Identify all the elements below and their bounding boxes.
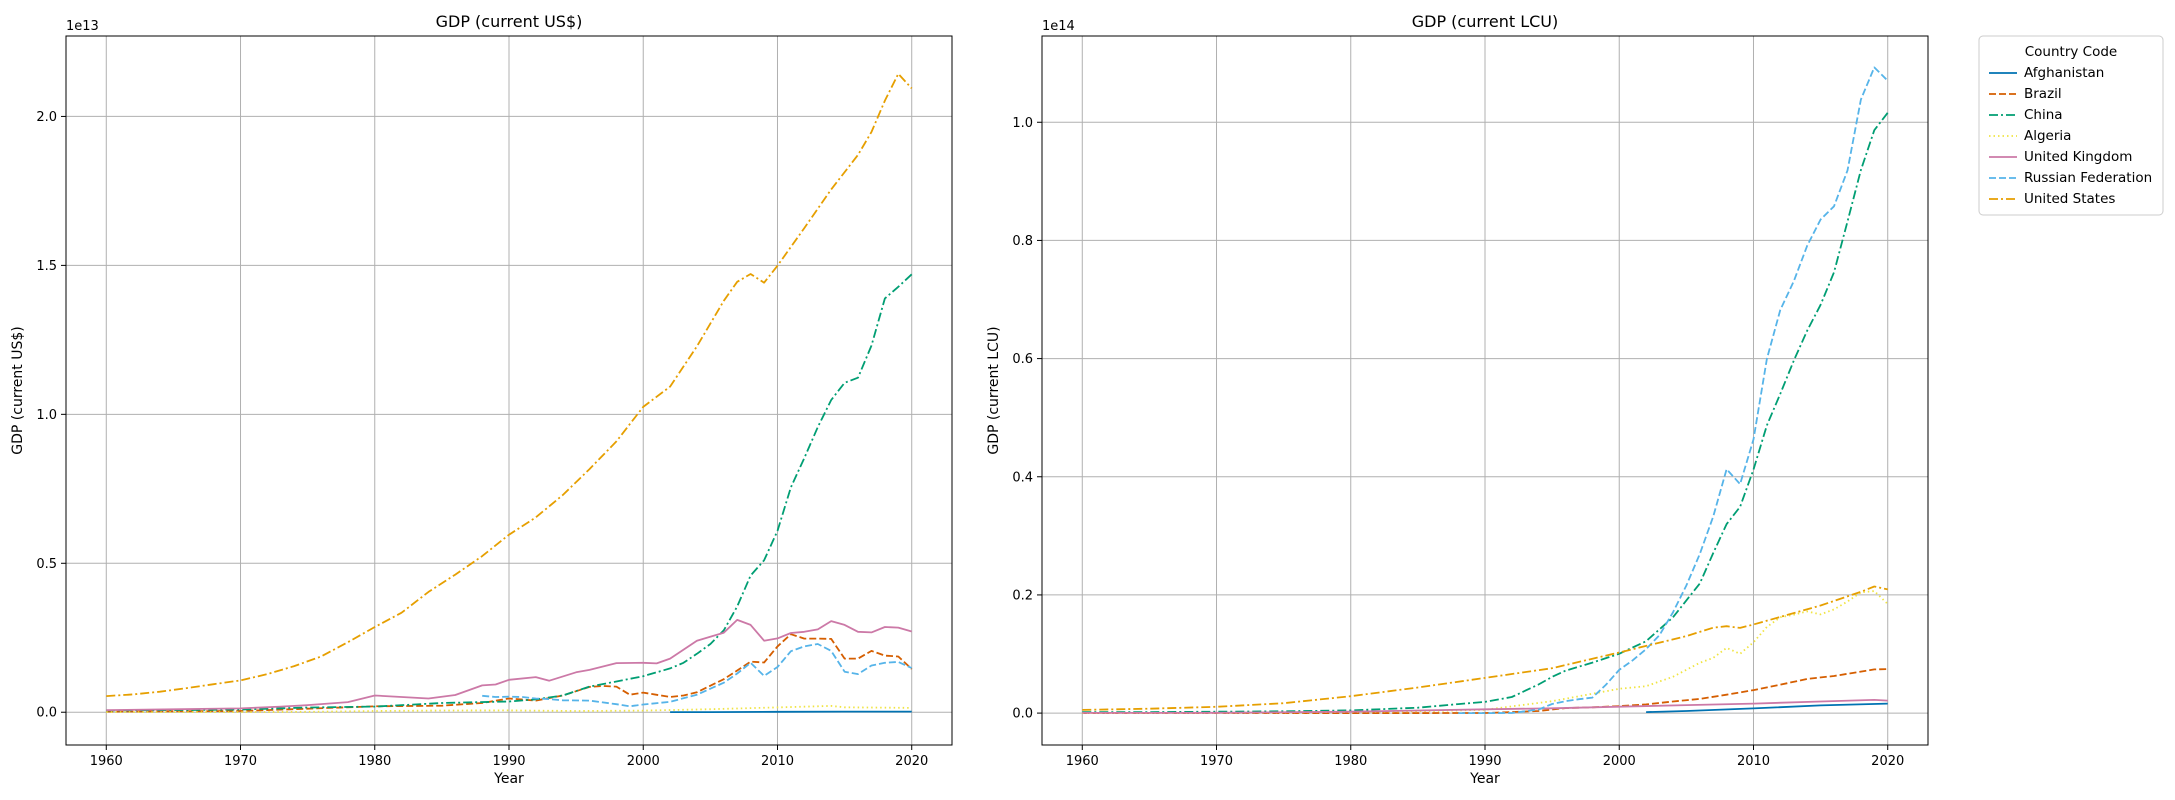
chart-gdp-lcu: 1960 1970 1980 1990 2000 2010 2020 0.0 0.2 0.4 0.6… (986, 12, 1929, 787)
y-tick-label: 1.0 (1012, 116, 1033, 131)
x-tick-label: 1970 (224, 754, 257, 769)
y-tick-label: 0.5 (36, 557, 57, 572)
legend-entry: China (2024, 107, 2063, 123)
series-line-united-kingdom (106, 619, 912, 711)
legend-entry: United Kingdom (2024, 149, 2132, 165)
series-line-algeria (106, 705, 912, 713)
y-axis-label: GDP (current US$) (10, 326, 26, 454)
legend-entry: United States (2024, 191, 2115, 207)
x-tick-label: 2010 (1737, 754, 1770, 769)
chart-gdp-usd: 1960 1970 1980 1990 2000 2010 2020 0.0 0.5 1.0 1.5… (10, 12, 953, 787)
y-tick-label: 1.5 (36, 259, 57, 274)
x-tick-label: 1980 (1334, 754, 1367, 769)
x-axis-label: Year (493, 771, 524, 787)
series-line-united-states (1082, 585, 1888, 711)
legend-entry: Algeria (2024, 128, 2071, 144)
x-tick-label: 2020 (895, 754, 928, 769)
legend: Country Code Afghanistan Brazil China Algeri… (1978, 35, 2164, 216)
series-group (106, 72, 913, 713)
x-tick-label: 1990 (1468, 754, 1501, 769)
y-tick-label: 0.8 (1012, 234, 1033, 249)
series-line-china (1082, 112, 1889, 714)
chart-title: GDP (current US$) (436, 12, 583, 31)
legend-entry: Brazil (2024, 86, 2062, 102)
x-tick-label: 1960 (90, 754, 123, 769)
grid (66, 36, 952, 745)
y-tick-label: 0.0 (36, 706, 57, 721)
x-tick-label: 2020 (1871, 754, 1904, 769)
x-tick-label: 1980 (358, 754, 391, 769)
legend-entry: Russian Federation (2024, 170, 2152, 186)
series-line-united-states (106, 72, 913, 697)
y-axis-label: GDP (current LCU) (986, 326, 1002, 454)
legend-box (1978, 35, 2164, 216)
series-line-brazil (106, 633, 913, 713)
x-tick-label: 2000 (1603, 754, 1636, 769)
x-tick-label: 1970 (1200, 754, 1233, 769)
series-line-china (106, 273, 913, 712)
y-tick-label: 1.0 (36, 408, 57, 423)
series-group (1082, 66, 1889, 714)
series-line-afghanistan (1646, 702, 1888, 713)
x-tick-label: 2000 (627, 754, 660, 769)
y-scale-label: 1e14 (1042, 19, 1075, 34)
y-tick-label: 0.2 (1012, 588, 1033, 603)
series-line-united-kingdom (1082, 699, 1888, 714)
series-line-russian-federation (1458, 66, 1889, 714)
chart-title: GDP (current LCU) (1412, 12, 1559, 31)
series-line-russian-federation (482, 643, 913, 708)
y-tick-label: 0.4 (1012, 470, 1033, 485)
x-axis-label: Year (1469, 771, 1500, 787)
legend-entry: Afghanistan (2024, 65, 2104, 81)
x-tick-label: 2010 (761, 754, 794, 769)
y-tick-label: 2.0 (36, 110, 57, 125)
x-tick-label: 1990 (492, 754, 525, 769)
y-tick-label: 0.0 (1012, 707, 1033, 722)
legend-title: Country Code (2025, 44, 2117, 60)
x-tick-label: 1960 (1066, 754, 1099, 769)
series-line-afghanistan (670, 710, 912, 713)
grid (1042, 36, 1928, 745)
y-scale-label: 1e13 (66, 19, 99, 34)
y-tick-label: 0.6 (1012, 352, 1033, 367)
